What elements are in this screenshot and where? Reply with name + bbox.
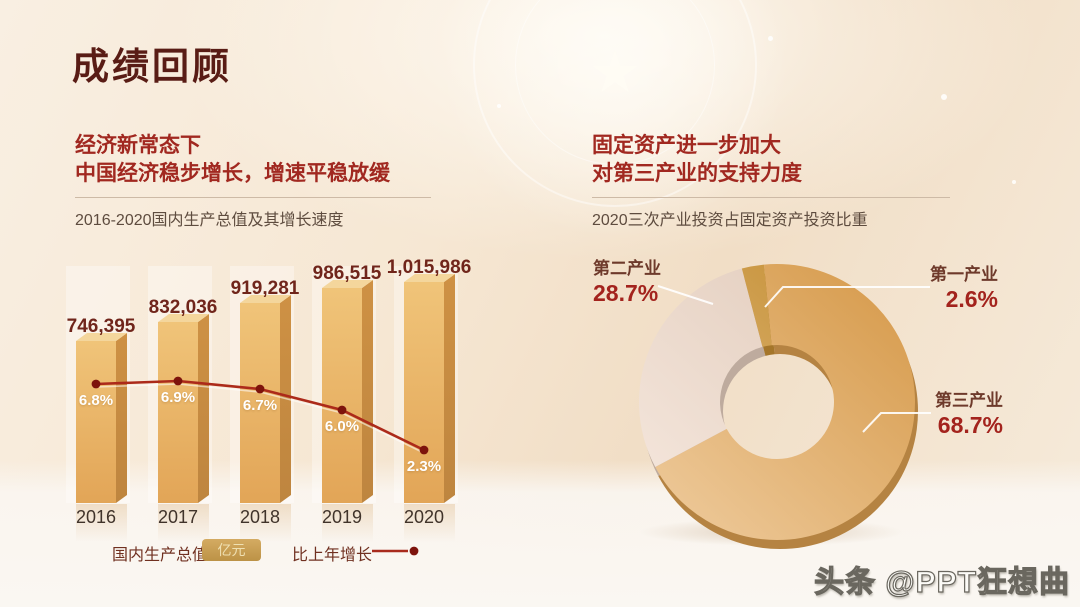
growth-percent-label: 6.0% <box>324 418 360 435</box>
growth-percent-label: 6.9% <box>160 389 196 406</box>
bar-value-label: 746,395 <box>66 316 136 337</box>
left-heading-line1: 经济新常态下 <box>75 134 201 157</box>
growth-percent-label: 6.7% <box>242 397 278 414</box>
axis-year-label: 2017 <box>157 507 199 527</box>
right-heading-line2: 对第三产业的支持力度 <box>592 162 802 185</box>
pie-slice-percent: 2.6% <box>945 286 998 312</box>
pie-slice-name: 第三产业 <box>935 391 1003 410</box>
bar-reflection <box>322 504 373 542</box>
divider <box>75 197 431 198</box>
right-chart-subtitle: 2020三次产业投资占固定资产投资比重 <box>592 212 868 229</box>
bar-side-face <box>198 314 209 503</box>
bar-value-label: 919,281 <box>230 278 300 299</box>
sparkle-dot <box>768 36 773 41</box>
bar-top-face <box>158 314 209 322</box>
pie-slice-percent: 68.7% <box>937 412 1003 438</box>
watermark-text: 头条 @PPT狂想曲 <box>813 565 1070 599</box>
divider <box>592 197 950 198</box>
bar <box>76 341 116 503</box>
bar-reflection <box>240 504 291 542</box>
bar-value-label: 832,036 <box>148 297 218 318</box>
sparkle-dot <box>497 104 501 108</box>
page-title: 成绩回顾 <box>72 44 232 88</box>
bar-top-face <box>404 274 455 282</box>
bar-value-label: 1,015,986 <box>386 257 472 278</box>
bar-side-face <box>116 333 127 503</box>
axis-year-label: 2018 <box>239 507 281 527</box>
right-section-header: 固定资产进一步加大 对第三产业的支持力度 2020三次产业投资占固定资产投资比重 <box>592 132 950 230</box>
bar <box>158 322 198 503</box>
growth-percent-label: 6.8% <box>78 392 114 409</box>
pie-label-tertiary-industry: 第三产业 68.7% <box>863 390 1003 439</box>
sparkle-dot <box>941 94 947 100</box>
bar-top-face <box>240 295 291 303</box>
bar-reflection <box>76 504 127 542</box>
pie-label-primary-industry: 第一产业 2.6% <box>858 264 998 313</box>
sparkle-dot <box>1012 180 1016 184</box>
bar-side-face <box>362 280 373 503</box>
pie-slice-percent: 28.7% <box>593 280 659 306</box>
bar <box>322 288 362 503</box>
left-chart-subtitle: 2016-2020国内生产总值及其增长速度 <box>75 212 344 229</box>
growth-line-swatch-icon <box>372 546 419 556</box>
growth-percent-label: 2.3% <box>406 458 442 475</box>
star-icon: ★ <box>589 39 641 105</box>
unit-badge: 亿元 <box>202 539 261 561</box>
left-section-header: 经济新常态下 中国经济稳步增长，增速平稳放缓 2016-2020国内生产总值及其… <box>75 132 431 230</box>
pie-slice-name: 第一产业 <box>930 265 998 284</box>
bar-side-face <box>444 274 455 503</box>
bar-reflection <box>158 504 209 542</box>
legend-line-label: 比上年增长 <box>292 547 373 564</box>
bar-top-face <box>322 280 373 288</box>
pie-slice-name: 第二产业 <box>593 259 661 278</box>
bar-top-face <box>76 333 127 341</box>
axis-year-label: 2019 <box>321 507 363 527</box>
bar-reflection <box>404 504 455 542</box>
legend-bar-label: 国内生产总值 <box>112 547 209 564</box>
left-heading-line2: 中国经济稳步增长，增速平稳放缓 <box>75 162 390 185</box>
bar-value-label: 986,515 <box>312 263 382 284</box>
donut-floor-shadow <box>638 518 904 546</box>
axis-year-label: 2016 <box>75 507 117 527</box>
axis-year-label: 2020 <box>403 507 445 527</box>
pie-label-secondary-industry: 第二产业 28.7% <box>593 258 661 307</box>
right-heading-line1: 固定资产进一步加大 <box>592 134 781 157</box>
